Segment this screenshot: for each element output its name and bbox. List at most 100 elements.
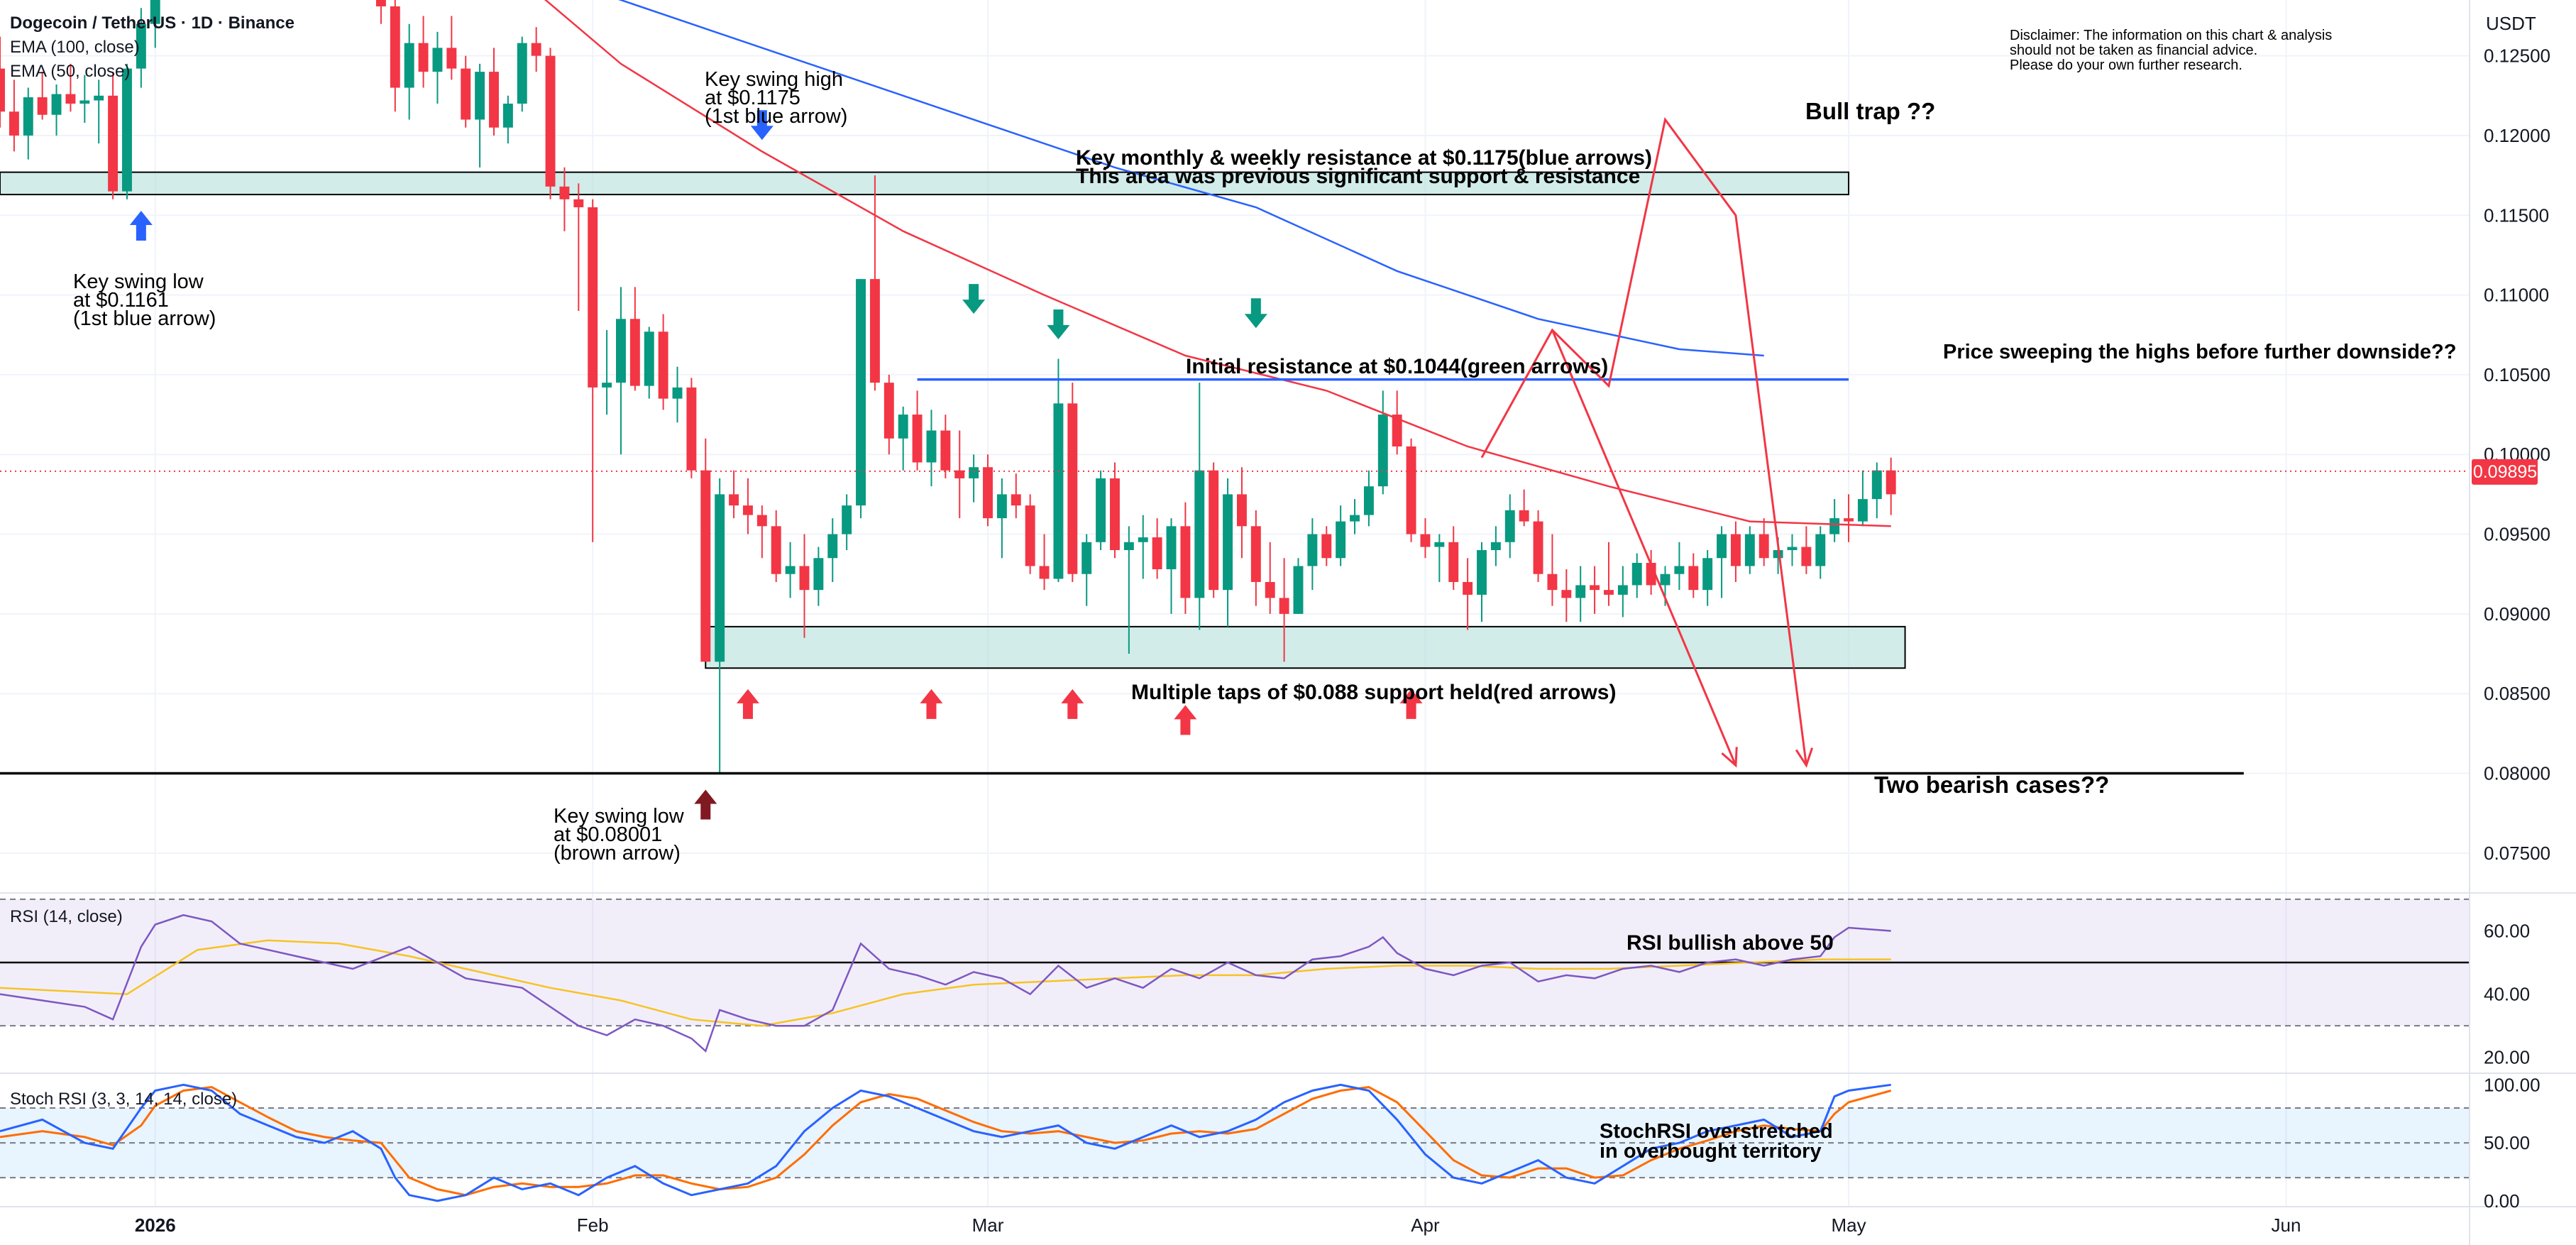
candle-body — [1392, 415, 1402, 446]
candle — [1039, 534, 1050, 591]
candle — [1363, 470, 1374, 527]
zone-box — [705, 625, 1906, 669]
candle-body — [1477, 550, 1487, 595]
price-tick-label: 0.09000 — [2484, 603, 2550, 625]
ema-50-legend[interactable]: EMA (50, close) — [10, 62, 130, 81]
candle — [799, 534, 810, 638]
candle — [517, 36, 527, 112]
candle-body — [686, 387, 697, 471]
candle-body — [517, 43, 527, 104]
candle-body — [658, 331, 668, 399]
candle — [869, 175, 880, 391]
candle — [390, 0, 400, 112]
candle-body — [23, 97, 33, 136]
price-axis[interactable]: 0.125000.120000.115000.110000.105000.100… — [2484, 45, 2550, 864]
candle-body — [1463, 581, 1473, 595]
candle-body — [1223, 494, 1233, 591]
stoch-rsi-legend[interactable]: Stoch RSI (3, 3, 14, 14, close) — [10, 1090, 237, 1109]
time-tick-label: Jun — [2272, 1214, 2301, 1236]
projection-paths — [1480, 116, 1814, 768]
annotation-bull-trap: Bull trap ?? — [1805, 98, 1935, 124]
disclaimer-line-1: Disclaimer: The information on this char… — [2010, 28, 2332, 43]
candle — [1758, 518, 1769, 566]
disclaimer: Disclaimer: The information on this char… — [2010, 28, 2332, 73]
candle — [856, 279, 866, 519]
candle-body — [842, 505, 852, 534]
candle — [502, 95, 513, 144]
candle-body — [1829, 518, 1840, 534]
price-tick-label: 0.12500 — [2484, 45, 2550, 67]
candle-body — [869, 279, 880, 383]
candle — [1477, 542, 1487, 622]
candle — [1180, 502, 1191, 614]
time-axis[interactable]: 2026 Feb Mar Apr May Jun — [135, 1214, 2301, 1236]
candle-body — [1590, 585, 1600, 591]
candle — [1406, 438, 1416, 542]
candle — [729, 470, 739, 519]
candle — [573, 183, 584, 312]
candle — [629, 287, 640, 391]
candle-body — [1561, 590, 1572, 598]
rsi-tick-label: 60.00 — [2484, 920, 2530, 941]
annotation-key-swing-low-1: Key swing low at $0.1161 (1st blue arrow… — [73, 270, 216, 330]
level-lines — [0, 378, 2244, 775]
ema-100-legend[interactable]: EMA (100, close) — [10, 38, 140, 57]
candle — [954, 430, 965, 519]
candle — [771, 510, 781, 582]
candle — [715, 478, 725, 774]
candle-body — [1533, 521, 1543, 574]
candle-body — [1166, 526, 1177, 569]
candle — [1138, 515, 1148, 579]
candle-body — [1702, 558, 1713, 591]
candle — [1081, 534, 1092, 606]
price-tick-label: 0.12000 — [2484, 125, 2550, 146]
candle-body — [461, 68, 471, 120]
candle — [1110, 462, 1120, 559]
rsi-axis[interactable]: 60.00 40.00 20.00 — [2484, 920, 2530, 1068]
candle — [1674, 542, 1685, 591]
candle — [616, 287, 626, 455]
candle — [418, 16, 429, 88]
candle-body — [856, 279, 866, 506]
candle — [1857, 470, 1868, 527]
stoch-rsi-axis[interactable]: 100.00 50.00 0.00 — [2484, 1074, 2541, 1211]
chart-title[interactable]: Dogecoin / TetherUS · 1D · Binance — [10, 13, 295, 33]
candle-body — [1490, 542, 1501, 551]
price-tick-label: 0.08500 — [2484, 683, 2550, 704]
candle-body — [545, 55, 556, 187]
key-swing-low-2-line-2: at $0.08001 — [554, 823, 662, 846]
stoch-rsi-pane-background — [0, 1107, 2470, 1179]
candle — [1617, 566, 1628, 618]
candle-body — [1575, 585, 1586, 598]
key-swing-low-2-line-1: Key swing low — [554, 805, 685, 828]
resistance-line-1: Key monthly & weekly resistance at $0.11… — [1076, 146, 1652, 170]
candle — [1166, 518, 1177, 614]
candle — [432, 31, 443, 104]
key-swing-low-1-line-1: Key swing low — [73, 270, 204, 293]
candle-body — [1180, 526, 1191, 598]
arrow-up-icon — [1174, 705, 1197, 735]
arrow-down-icon — [962, 284, 986, 314]
candle-body — [559, 186, 570, 199]
candle-body — [1604, 590, 1614, 595]
price-tick-label: 0.09500 — [2484, 524, 2550, 545]
candle — [658, 314, 668, 410]
arrow-up-icon — [1061, 689, 1084, 719]
candle-body — [0, 68, 5, 112]
projection-path — [1480, 116, 1807, 766]
time-tick-label: 2026 — [135, 1214, 176, 1236]
candle-body — [51, 94, 62, 115]
candle — [1829, 499, 1840, 542]
candle — [94, 79, 104, 144]
candle-body — [573, 199, 584, 208]
stoch-rsi-k-line — [0, 1083, 1891, 1202]
candle — [0, 36, 5, 128]
candle-body — [926, 430, 937, 463]
currency-label[interactable]: USDT — [2486, 13, 2536, 34]
rsi-legend[interactable]: RSI (14, close) — [10, 907, 123, 926]
candle — [1815, 526, 1826, 579]
arrow-up-icon — [736, 689, 759, 719]
candle — [1463, 558, 1473, 630]
